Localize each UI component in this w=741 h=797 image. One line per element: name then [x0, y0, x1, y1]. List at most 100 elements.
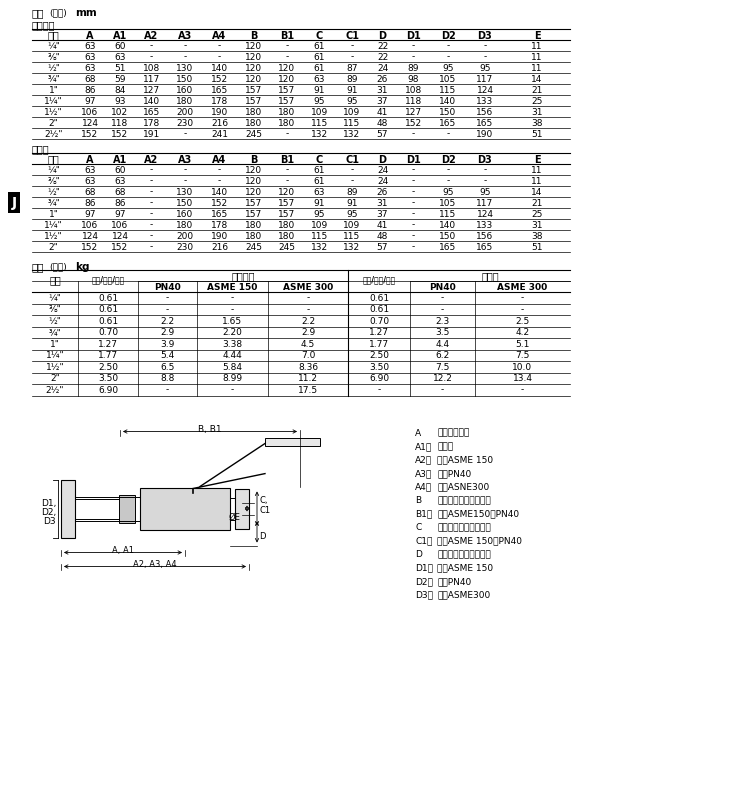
Text: -: - — [412, 198, 415, 207]
Text: 180: 180 — [245, 231, 262, 241]
Bar — [119, 494, 135, 523]
Text: 132: 132 — [311, 129, 328, 139]
Text: 61: 61 — [313, 41, 325, 50]
Text: -: - — [166, 293, 169, 303]
Text: E: E — [534, 155, 540, 164]
Text: 95: 95 — [313, 96, 325, 105]
Text: 11: 11 — [531, 166, 542, 175]
Text: 2.2: 2.2 — [161, 316, 175, 325]
Text: 87: 87 — [346, 64, 358, 73]
Text: 全通径: 全通径 — [481, 272, 499, 281]
Text: 241: 241 — [211, 129, 228, 139]
Text: 180: 180 — [245, 221, 262, 230]
Text: 0.61: 0.61 — [98, 305, 118, 314]
Text: -: - — [412, 176, 415, 186]
Text: -: - — [150, 53, 153, 61]
Text: 140: 140 — [211, 187, 228, 197]
Text: 63: 63 — [313, 74, 325, 84]
Text: D: D — [379, 155, 387, 164]
Text: D3: D3 — [478, 155, 492, 164]
Text: ⅜": ⅜" — [47, 176, 60, 186]
Text: 150: 150 — [176, 198, 193, 207]
Text: 152: 152 — [111, 242, 128, 252]
Text: 89: 89 — [346, 74, 358, 84]
Text: 60: 60 — [114, 41, 126, 50]
Text: 0.61: 0.61 — [369, 305, 389, 314]
Text: -: - — [285, 176, 289, 186]
Text: ¼": ¼" — [47, 41, 60, 50]
Text: 157: 157 — [279, 85, 296, 95]
Text: 1.77: 1.77 — [98, 351, 118, 360]
Text: ASME 300: ASME 300 — [283, 282, 333, 292]
Text: 180: 180 — [279, 231, 296, 241]
Text: -: - — [183, 41, 187, 50]
Text: -: - — [446, 41, 450, 50]
Text: 13.4: 13.4 — [513, 374, 533, 383]
Text: 91: 91 — [313, 198, 325, 207]
Text: 37: 37 — [376, 96, 388, 105]
Text: 89: 89 — [408, 64, 419, 73]
Text: 105: 105 — [439, 74, 456, 84]
Text: 63: 63 — [114, 53, 126, 61]
Text: 120: 120 — [245, 53, 262, 61]
Text: 120: 120 — [279, 187, 296, 197]
Text: 86: 86 — [84, 85, 96, 95]
Text: 17.5: 17.5 — [298, 386, 318, 395]
Text: 7.5: 7.5 — [515, 351, 530, 360]
Text: ：螺纹，承插焊，对焊: ：螺纹，承插焊，对焊 — [437, 550, 491, 559]
Text: 11.2: 11.2 — [298, 374, 318, 383]
Text: 120: 120 — [245, 64, 262, 73]
Text: -: - — [183, 53, 187, 61]
Text: 8.8: 8.8 — [160, 374, 175, 383]
Text: 0.70: 0.70 — [98, 328, 118, 337]
Text: 14: 14 — [531, 74, 542, 84]
Text: 法山ASME 150: 法山ASME 150 — [437, 456, 493, 465]
Text: 51: 51 — [531, 129, 542, 139]
Bar — [265, 438, 320, 446]
Bar — [140, 488, 230, 529]
Text: ：螺纹和对焊: ：螺纹和对焊 — [437, 429, 469, 438]
Text: 2.9: 2.9 — [301, 328, 315, 337]
Text: 150: 150 — [439, 231, 456, 241]
Text: 130: 130 — [176, 187, 193, 197]
Text: -: - — [166, 386, 169, 395]
Text: -: - — [412, 242, 415, 252]
Text: 3.38: 3.38 — [222, 340, 242, 348]
Text: 245: 245 — [245, 129, 262, 139]
Text: 21: 21 — [531, 198, 542, 207]
Text: 245: 245 — [279, 242, 296, 252]
Text: B: B — [415, 496, 421, 505]
Text: ¼": ¼" — [49, 293, 62, 303]
Text: 230: 230 — [176, 242, 193, 252]
Text: -: - — [150, 41, 153, 50]
Text: 4.5: 4.5 — [301, 340, 315, 348]
Text: 120: 120 — [245, 166, 262, 175]
Text: 132: 132 — [311, 242, 328, 252]
Text: -: - — [441, 386, 444, 395]
Text: 63: 63 — [84, 176, 96, 186]
Text: 89: 89 — [346, 187, 358, 197]
Text: 2": 2" — [49, 119, 59, 128]
Text: 6.90: 6.90 — [369, 374, 389, 383]
Text: 14: 14 — [531, 187, 542, 197]
Text: D2: D2 — [441, 30, 456, 41]
Text: -: - — [446, 53, 450, 61]
Text: 157: 157 — [245, 210, 262, 218]
Text: 11: 11 — [531, 176, 542, 186]
Text: 132: 132 — [343, 242, 361, 252]
Text: 4.2: 4.2 — [516, 328, 530, 337]
Text: 11: 11 — [531, 64, 542, 73]
Text: ASME 150: ASME 150 — [207, 282, 258, 292]
Text: 缩小通径: 缩小通径 — [231, 272, 255, 281]
Text: 156: 156 — [476, 231, 494, 241]
Text: 132: 132 — [343, 129, 361, 139]
Text: 57: 57 — [376, 242, 388, 252]
Text: 157: 157 — [245, 85, 262, 95]
Text: 95: 95 — [346, 210, 358, 218]
Text: ¾": ¾" — [47, 198, 60, 207]
Text: 法山ASME300: 法山ASME300 — [437, 591, 491, 599]
Text: D1: D1 — [406, 155, 421, 164]
Text: 48: 48 — [377, 119, 388, 128]
Text: 152: 152 — [82, 242, 99, 252]
Text: 25: 25 — [531, 210, 542, 218]
